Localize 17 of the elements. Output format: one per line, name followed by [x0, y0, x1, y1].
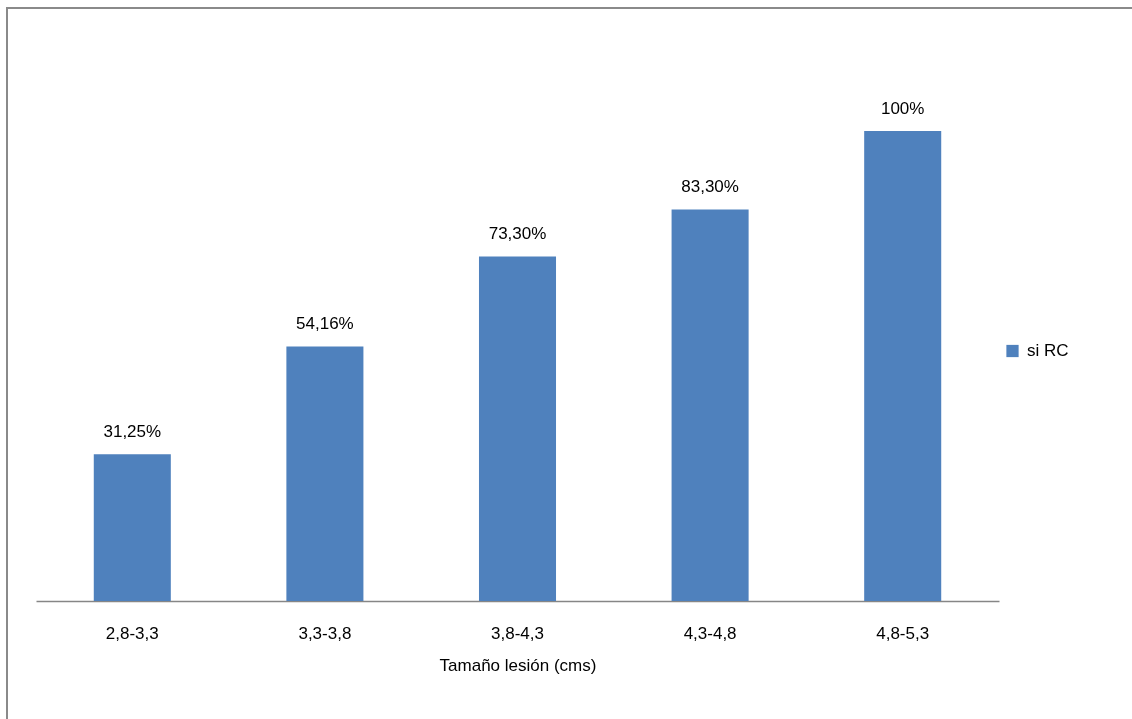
data-label: 83,30% [681, 177, 739, 197]
x-axis-title: Tamaño lesión (cms) [439, 655, 597, 675]
bar [671, 209, 749, 601]
x-tick-label: 3,8-4,3 [491, 623, 544, 643]
bar [286, 346, 364, 601]
x-tick-label: 4,3-4,8 [683, 623, 737, 643]
data-label: 73,30% [488, 224, 547, 244]
x-tick-label: 4,8-5,3 [876, 623, 930, 643]
data-label: 31,25% [103, 422, 162, 442]
x-tick-label: 2,8-3,3 [105, 623, 159, 643]
bar [864, 131, 942, 601]
data-label: 54,16% [296, 314, 354, 334]
bar [478, 256, 557, 601]
legend-label: si RC [1027, 341, 1069, 360]
data-label: 100% [880, 99, 925, 118]
x-tick-label: 3,3-3,8 [298, 623, 352, 643]
bar [93, 454, 171, 601]
